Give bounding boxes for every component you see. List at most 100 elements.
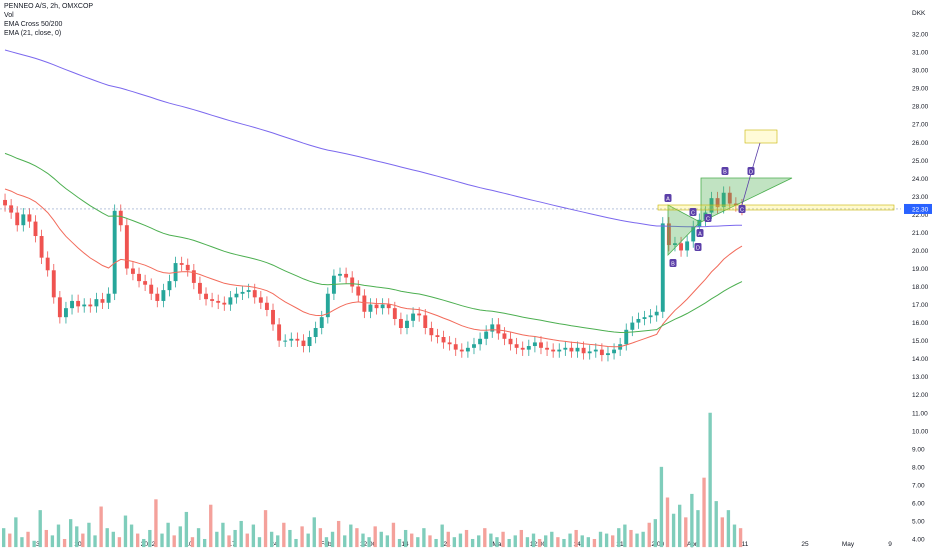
candle: [508, 338, 513, 345]
volume-bar: [391, 522, 396, 548]
y-tick-label: 5.00: [912, 518, 925, 525]
volume-bar: [166, 522, 170, 548]
y-tick-label: 21.00: [912, 230, 929, 237]
volume-bar: [300, 526, 304, 548]
candle: [496, 324, 501, 334]
candle: [733, 203, 738, 206]
candle: [155, 293, 160, 301]
legend-ema-cross[interactable]: EMA Cross 50/200: [4, 21, 63, 28]
volume-bar: [416, 537, 420, 548]
candle: [258, 297, 263, 303]
candle: [45, 257, 50, 271]
candle: [539, 342, 543, 348]
candle: [374, 304, 379, 309]
candle: [411, 313, 416, 321]
volume-bar: [452, 537, 457, 548]
volume-bar: [477, 535, 481, 548]
volume-bar: [245, 533, 249, 548]
volume-bar: [81, 533, 85, 548]
pattern-point-label: D: [696, 245, 700, 251]
volume-bar: [324, 537, 329, 548]
pattern-point-marker: [664, 194, 672, 202]
candle: [386, 304, 391, 309]
volume-bar: [580, 535, 584, 548]
price-tag-label: 22.30: [912, 206, 929, 213]
volume-bar: [87, 522, 91, 548]
volume-bar: [269, 531, 274, 548]
volume-bar: [50, 535, 55, 548]
legend-symbol[interactable]: PENNEO A/S, 2h, OMXCOP: [4, 3, 94, 10]
candle: [417, 313, 422, 316]
volume-bar: [276, 535, 280, 548]
y-tick-label: 22.00: [912, 212, 929, 219]
pattern-point-label: C: [691, 210, 695, 216]
y-tick-label: 32.00: [912, 32, 929, 39]
volume-bar: [263, 510, 268, 548]
volume-bar: [410, 533, 414, 548]
y-tick-label: 25.00: [912, 158, 929, 165]
candle: [185, 264, 190, 271]
candle: [398, 318, 403, 328]
volume-bar: [592, 538, 597, 548]
volume-bar: [202, 538, 207, 548]
candle: [143, 281, 148, 285]
ema-200-line: [4, 49, 743, 228]
candle: [191, 270, 196, 283]
volume-bar: [282, 522, 286, 548]
candle: [88, 304, 93, 307]
candle: [453, 344, 458, 350]
candle: [380, 304, 385, 309]
candle: [301, 340, 306, 347]
volume-bar: [172, 535, 176, 548]
candle: [118, 210, 123, 226]
candle: [606, 353, 610, 356]
candle: [39, 236, 44, 258]
pattern-point-marker: [696, 229, 704, 237]
candle: [82, 304, 87, 307]
candle: [648, 315, 653, 318]
volume-bar: [464, 529, 469, 548]
x-tick-label: 11: [742, 541, 749, 548]
pattern-point-label: B: [723, 169, 727, 175]
candle: [21, 214, 26, 226]
candle: [33, 221, 38, 237]
volume-bar: [519, 529, 524, 548]
volume-bar: [373, 526, 377, 548]
y-tick-label: 23.00: [912, 194, 929, 201]
legend-volume[interactable]: Vol: [4, 12, 14, 19]
volume-bar: [123, 515, 128, 548]
legend-ema-21[interactable]: EMA (21, close, 0): [4, 30, 62, 37]
candle: [106, 293, 111, 303]
candle: [612, 349, 617, 354]
candle: [654, 311, 659, 316]
volume-bar: [470, 538, 475, 548]
pattern-point-marker: [689, 208, 697, 216]
candle: [289, 338, 294, 341]
volume-bar: [489, 533, 493, 548]
volume-bar: [397, 538, 402, 548]
x-tick-label: 9: [888, 541, 892, 548]
candle: [222, 302, 227, 305]
pattern-point-marker: [721, 167, 729, 175]
currency-label: DKK: [912, 10, 926, 17]
candle: [179, 263, 184, 265]
candle: [356, 286, 361, 296]
candle: [636, 318, 641, 323]
x-tick-label: May: [842, 541, 855, 548]
candle: [167, 281, 172, 291]
volume-bar: [428, 535, 432, 548]
candle: [660, 223, 665, 312]
candle: [459, 349, 464, 352]
candle: [368, 304, 373, 312]
volume-bar: [32, 540, 36, 548]
volume-bar: [671, 513, 676, 548]
volume-bar: [178, 526, 182, 548]
support-zone: [657, 204, 895, 211]
candle: [423, 315, 428, 328]
volume-bar: [507, 538, 511, 548]
pattern-point-marker: [738, 205, 746, 213]
volume-bar: [678, 504, 682, 548]
volume-bar: [239, 520, 243, 548]
